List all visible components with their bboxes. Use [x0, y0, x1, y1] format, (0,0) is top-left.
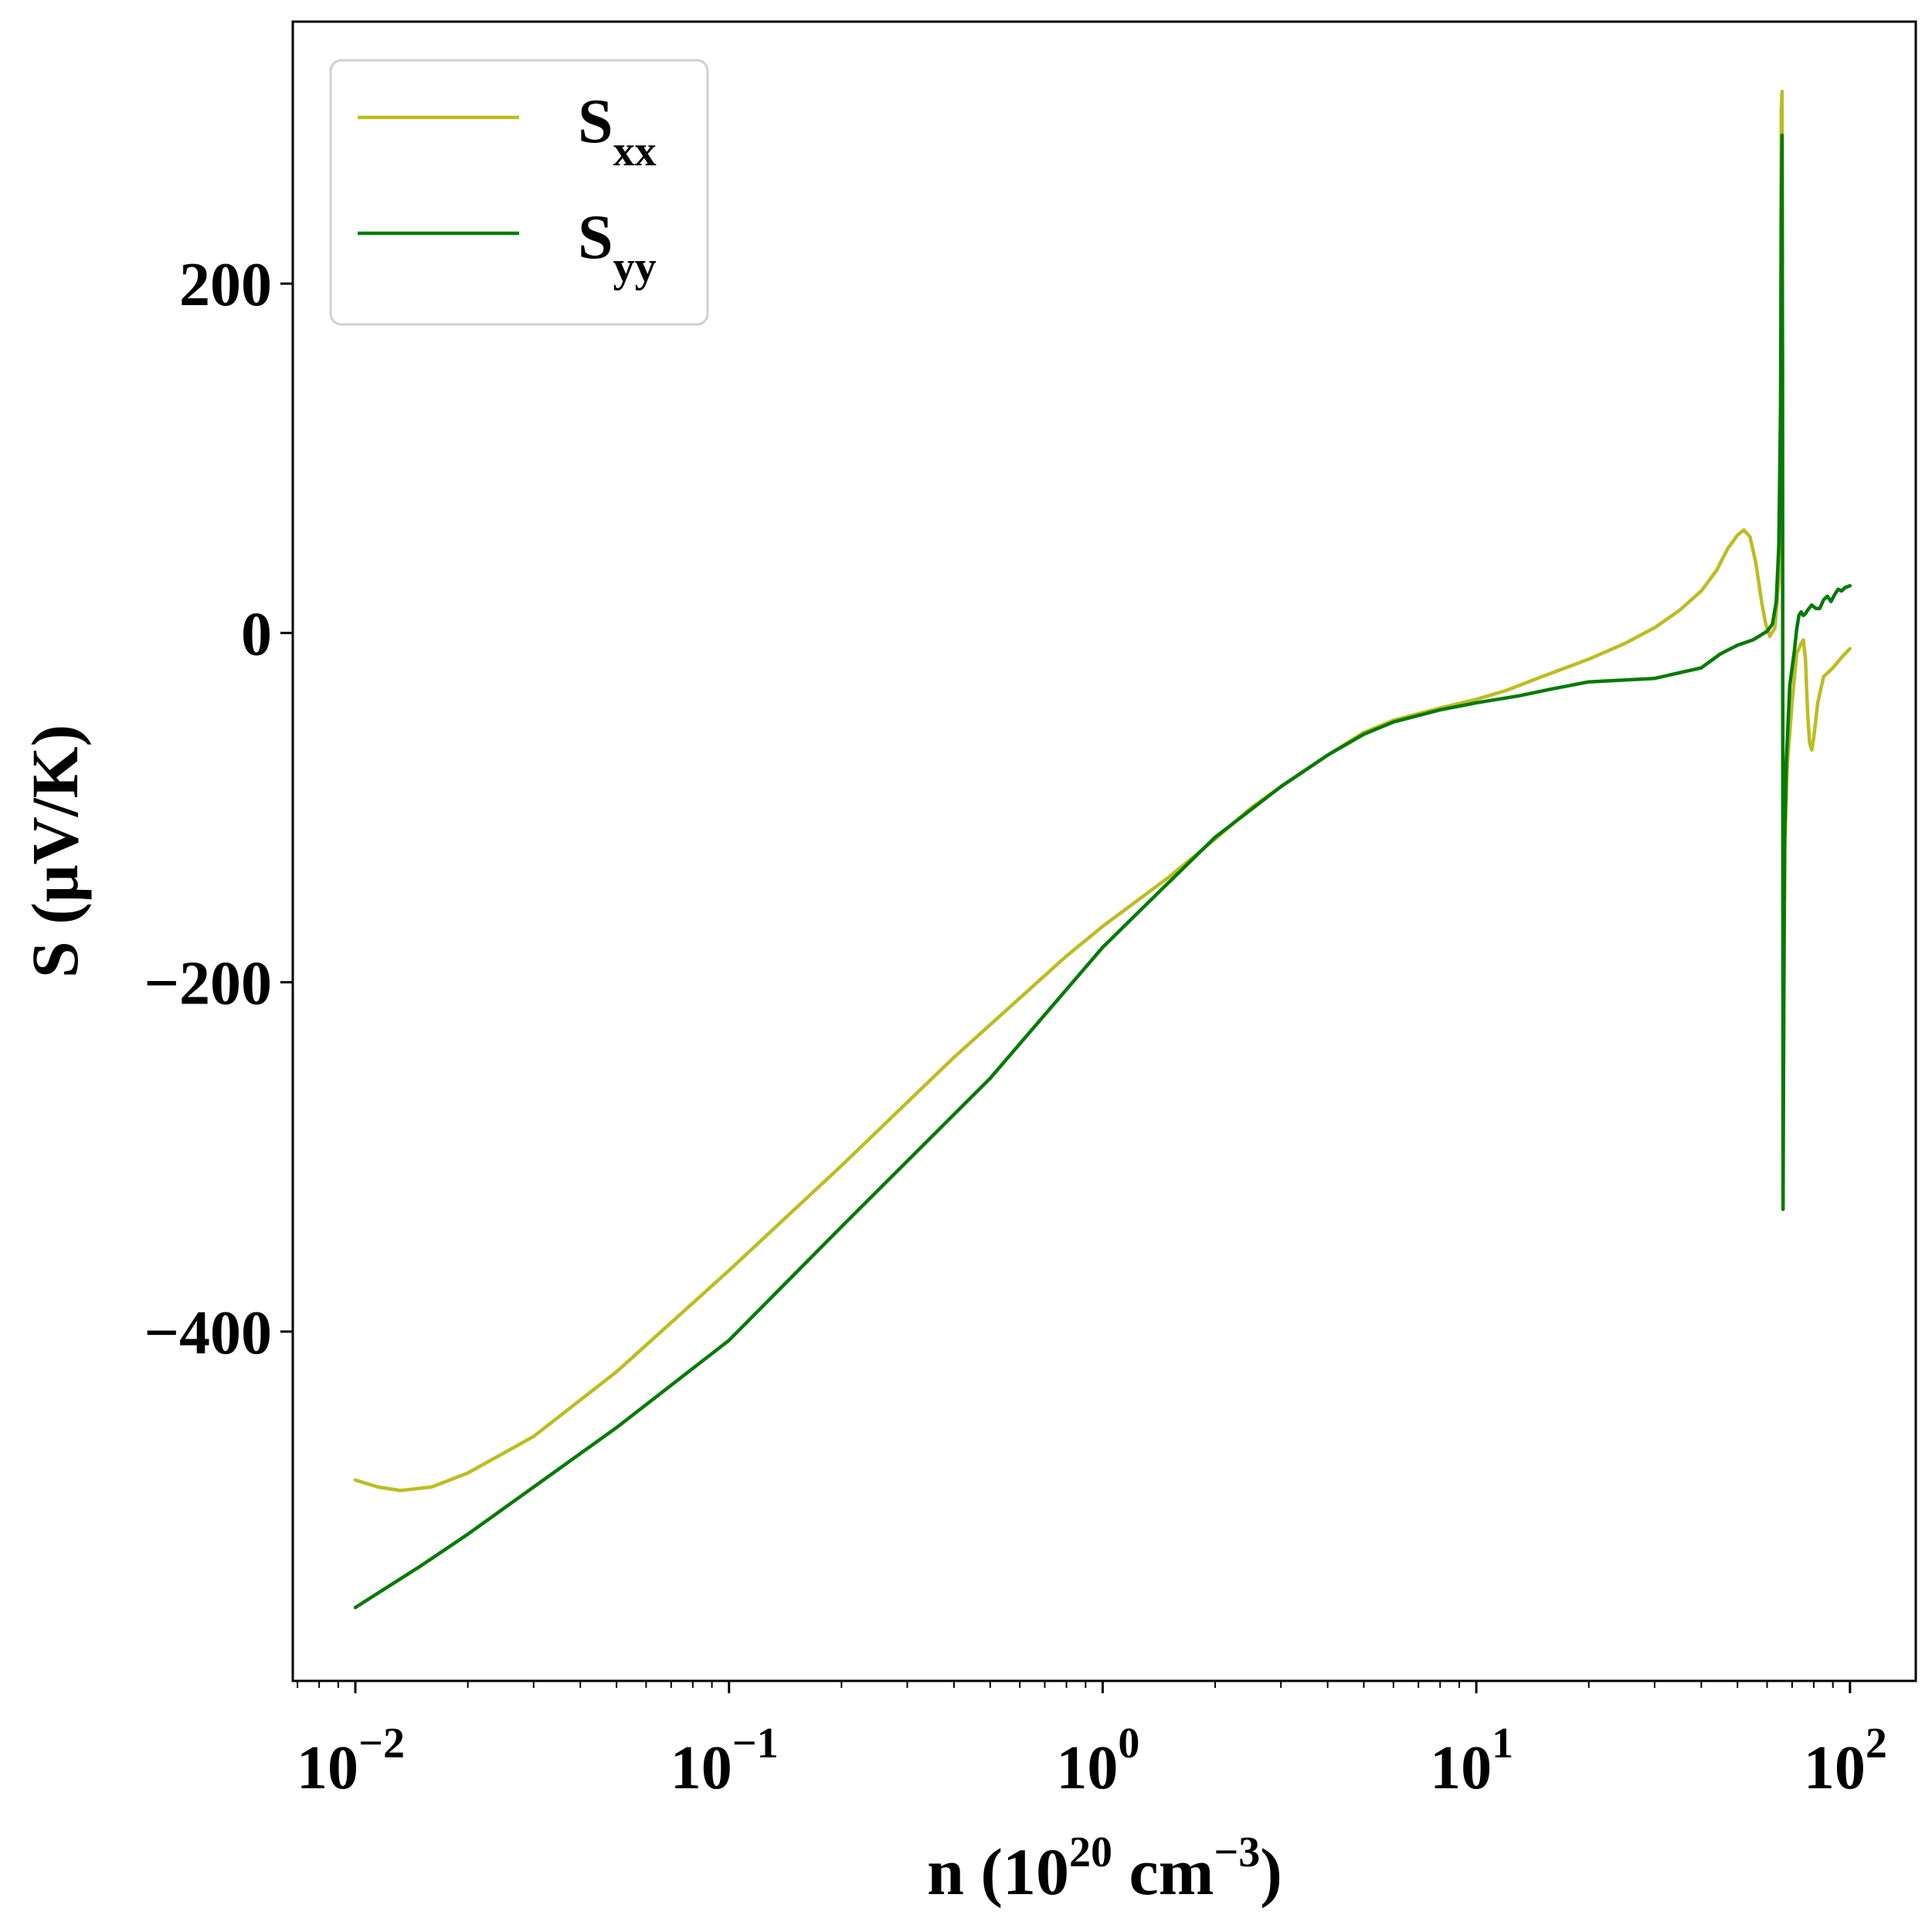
series-line-syy — [353, 133, 1852, 1610]
x-tick-label: 102 — [1804, 1720, 1887, 1802]
x-tick-label: 101 — [1430, 1720, 1513, 1802]
legend-entry-syy: Syy — [578, 202, 657, 291]
x-tick-label: 10−1 — [671, 1720, 779, 1802]
y-tick-label: −400 — [144, 1299, 272, 1367]
plot-frame — [291, 20, 1917, 1682]
y-axis-label: S (μV/K) — [18, 725, 92, 978]
x-tick-label: 100 — [1056, 1720, 1139, 1802]
y-tick-label: 0 — [241, 600, 272, 668]
series-layer — [353, 90, 1852, 1610]
x-tick-label: 10−2 — [297, 1720, 405, 1802]
y-tick-label: −200 — [144, 950, 272, 1018]
legend-box — [329, 59, 709, 326]
tick-layer: 10−2 10−1 100 101 102 200 0 −200 −400 — [144, 251, 1886, 1802]
legend: Sxx Syy — [329, 59, 709, 326]
legend-entry-sxx: Sxx — [578, 86, 657, 175]
y-tick-label: 200 — [179, 251, 272, 319]
x-axis-label: n (1020 cm−3) — [927, 1828, 1282, 1909]
series-line-sxx — [353, 90, 1852, 1492]
